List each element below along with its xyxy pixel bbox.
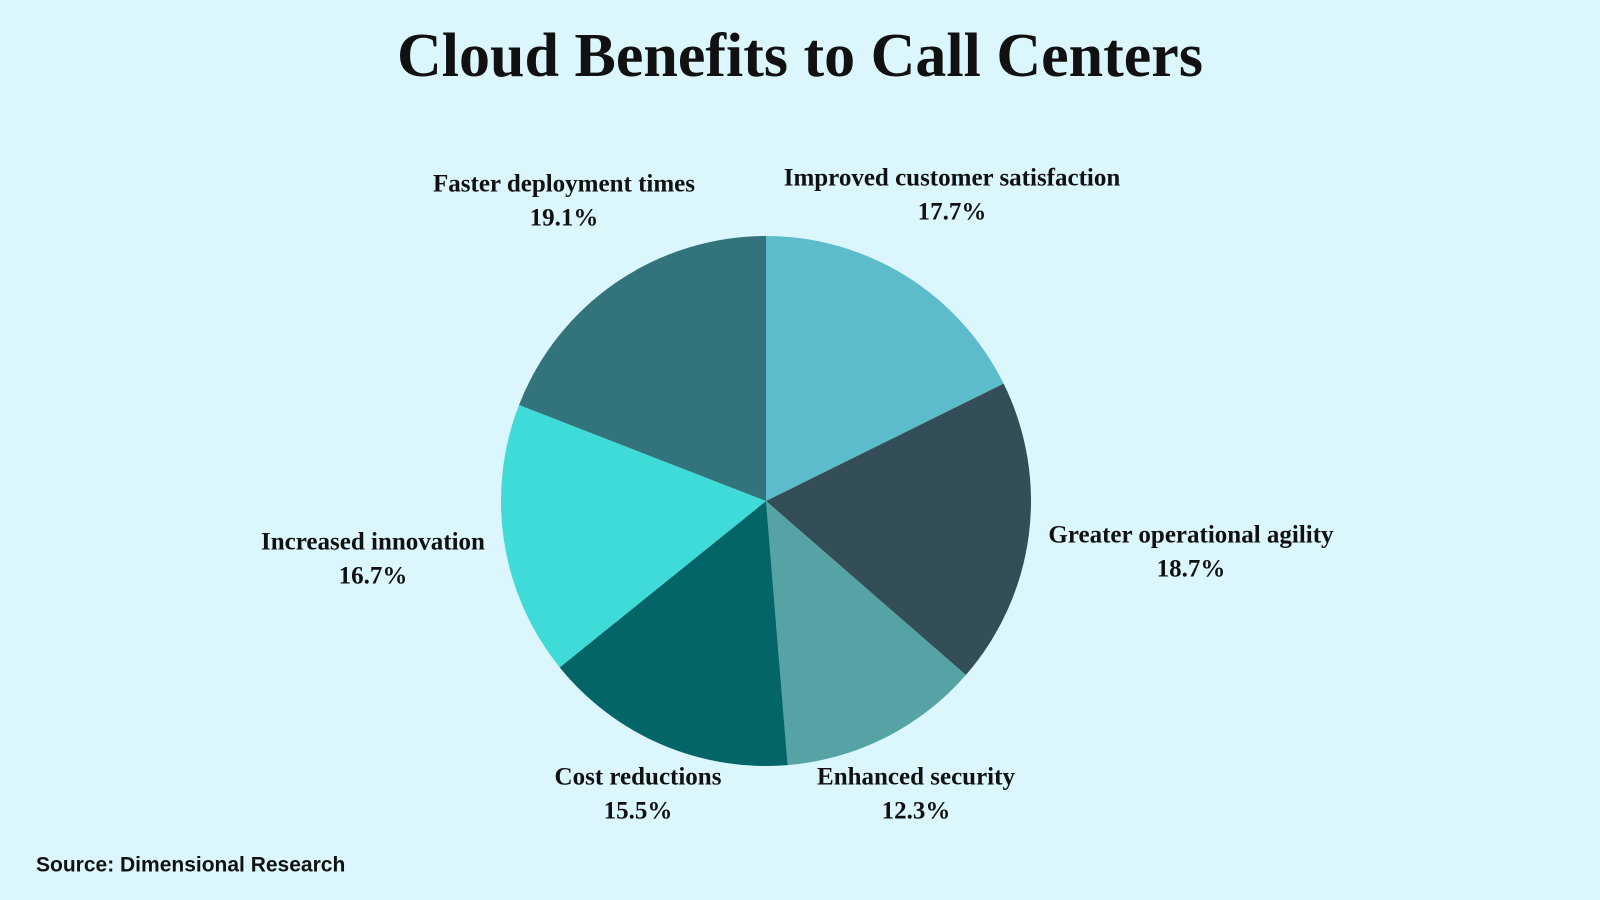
slice-label: Improved customer satisfaction bbox=[784, 165, 1121, 192]
value-label: 19.1% bbox=[530, 205, 599, 232]
value-label: 15.5% bbox=[604, 798, 673, 825]
pie-slice bbox=[766, 236, 1004, 501]
value-label: 12.3% bbox=[882, 798, 951, 825]
source-note: Source: Dimensional Research bbox=[36, 854, 345, 877]
slice-label: Increased innovation bbox=[261, 529, 485, 556]
pie-slice bbox=[559, 501, 788, 766]
slice-label: Enhanced security bbox=[817, 764, 1015, 791]
value-label: 17.7% bbox=[918, 199, 987, 226]
pie-slice bbox=[766, 383, 1031, 675]
pie-slice bbox=[766, 501, 966, 766]
value-label: 18.7% bbox=[1157, 556, 1226, 583]
value-label: 16.7% bbox=[339, 563, 408, 590]
pie-slice bbox=[519, 236, 766, 501]
slice-label: Cost reductions bbox=[555, 764, 722, 791]
pie-slice bbox=[501, 404, 766, 668]
slice-label: Greater operational agility bbox=[1048, 522, 1334, 549]
slice-label: Faster deployment times bbox=[433, 171, 695, 198]
chart-title: Cloud Benefits to Call Centers bbox=[397, 22, 1203, 90]
